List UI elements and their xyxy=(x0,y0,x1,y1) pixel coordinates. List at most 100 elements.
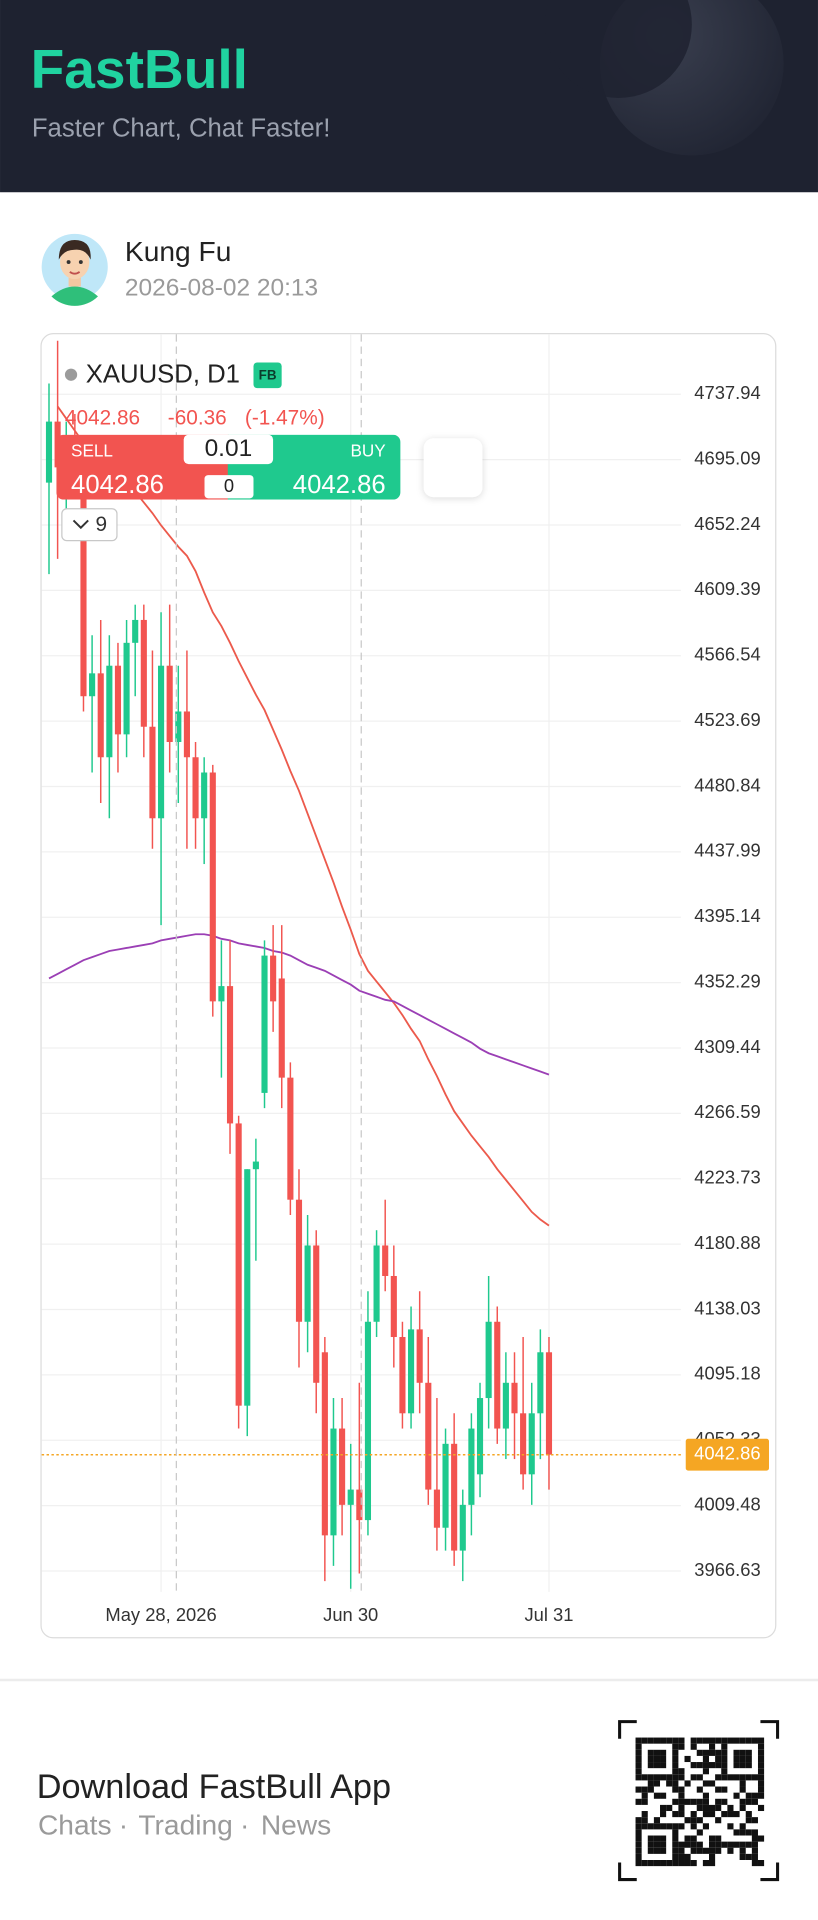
qr-module xyxy=(715,1749,722,1756)
qr-module xyxy=(709,1841,716,1848)
qr-module xyxy=(739,1798,746,1805)
quote-change: -60.36 xyxy=(168,406,227,429)
qr-module xyxy=(635,1829,642,1836)
qr-module xyxy=(647,1755,654,1763)
decor-circle xyxy=(544,0,692,98)
qr-module xyxy=(672,1780,679,1787)
qr-module xyxy=(757,1755,765,1763)
qr-module xyxy=(702,1847,709,1854)
indicator-toggle[interactable] xyxy=(61,508,118,542)
qr-module xyxy=(647,1835,654,1842)
candle-body xyxy=(45,421,53,483)
qr-module xyxy=(641,1737,648,1744)
qr-module xyxy=(635,1749,642,1756)
qr-module xyxy=(709,1749,716,1756)
qr-module xyxy=(739,1804,746,1812)
qr-module xyxy=(690,1774,697,1781)
qr-module xyxy=(715,1786,722,1793)
qr-module xyxy=(635,1823,642,1830)
qr-module xyxy=(635,1860,642,1867)
qr-module xyxy=(745,1749,752,1756)
symbol-label: XAUUSD, D1 xyxy=(86,361,240,389)
qr-module xyxy=(653,1780,661,1787)
qr-module xyxy=(721,1762,728,1769)
qr-module xyxy=(635,1835,642,1842)
qr-module xyxy=(702,1737,709,1744)
qr-module xyxy=(672,1847,679,1854)
avatar-face xyxy=(60,244,90,280)
candle-body xyxy=(468,1428,475,1505)
qr-module xyxy=(647,1841,654,1848)
footer-link: Trading xyxy=(138,1809,232,1840)
qr-module xyxy=(715,1804,722,1812)
qr-module xyxy=(733,1774,740,1781)
footer-link: Chats xyxy=(38,1809,112,1840)
separator-dot: · xyxy=(240,1809,249,1840)
qr-module xyxy=(653,1817,661,1824)
qr-module xyxy=(660,1792,667,1799)
qr-module xyxy=(702,1762,709,1769)
qr-module xyxy=(672,1860,679,1867)
candle-body xyxy=(545,1352,553,1455)
qr-module xyxy=(721,1768,728,1775)
qr-module xyxy=(678,1743,685,1750)
candle-body xyxy=(158,665,165,819)
qr-module xyxy=(739,1823,746,1830)
candle-body xyxy=(295,1199,303,1322)
candle-body xyxy=(132,619,139,643)
qr-module xyxy=(690,1847,697,1854)
qr-module xyxy=(690,1860,697,1867)
qr-module xyxy=(641,1792,648,1799)
qr-module xyxy=(727,1804,734,1812)
qr-module xyxy=(739,1780,746,1787)
qr-module xyxy=(641,1817,648,1824)
qr-module xyxy=(641,1774,648,1781)
qr-module xyxy=(733,1762,740,1769)
qr-module xyxy=(721,1749,728,1756)
qr-module xyxy=(690,1817,697,1824)
qr-module xyxy=(678,1823,685,1830)
badge-bg xyxy=(253,362,282,389)
qr-module xyxy=(678,1841,685,1848)
qr-module xyxy=(745,1798,752,1805)
qr-module xyxy=(647,1860,654,1867)
avatar-hair xyxy=(58,240,91,260)
qr-module xyxy=(678,1804,685,1812)
qr-module xyxy=(715,1774,722,1781)
candle-body xyxy=(520,1413,527,1475)
y-tick-label: 4395.14 xyxy=(694,905,760,926)
qr-module xyxy=(672,1762,679,1769)
y-tick-label: 4352.29 xyxy=(694,970,760,991)
qr-module xyxy=(660,1749,667,1756)
candle-body xyxy=(364,1321,372,1521)
avatar-eye xyxy=(66,260,71,264)
candle-body xyxy=(494,1321,501,1429)
qr-module xyxy=(647,1847,654,1854)
qr-module xyxy=(702,1798,709,1805)
qr-module xyxy=(653,1774,661,1781)
candle-body xyxy=(114,665,122,735)
y-tick-label: 4009.48 xyxy=(694,1493,760,1514)
qr-module xyxy=(647,1737,654,1744)
qr-module xyxy=(690,1811,697,1818)
qr-module xyxy=(739,1829,746,1836)
separator-dot: · xyxy=(119,1809,128,1840)
floating-button[interactable] xyxy=(423,438,483,498)
candle-body xyxy=(451,1443,458,1551)
lot-input[interactable] xyxy=(183,434,274,465)
qr-module xyxy=(739,1749,746,1756)
qr-module xyxy=(733,1755,740,1763)
candle-body xyxy=(416,1329,423,1383)
qr-module xyxy=(757,1860,765,1867)
y-tick-label: 4652.24 xyxy=(694,513,760,534)
qr-module xyxy=(751,1829,758,1836)
qr-module xyxy=(696,1829,703,1836)
avatar-shirt xyxy=(51,286,98,306)
qr-module xyxy=(647,1762,654,1769)
qr-module xyxy=(751,1847,758,1854)
qr-module xyxy=(684,1780,691,1787)
footer-title: Download FastBull App xyxy=(37,1768,391,1806)
y-tick-label: 4138.03 xyxy=(694,1297,760,1318)
qr-module xyxy=(684,1860,691,1867)
y-tick-label: 4737.94 xyxy=(694,382,760,403)
